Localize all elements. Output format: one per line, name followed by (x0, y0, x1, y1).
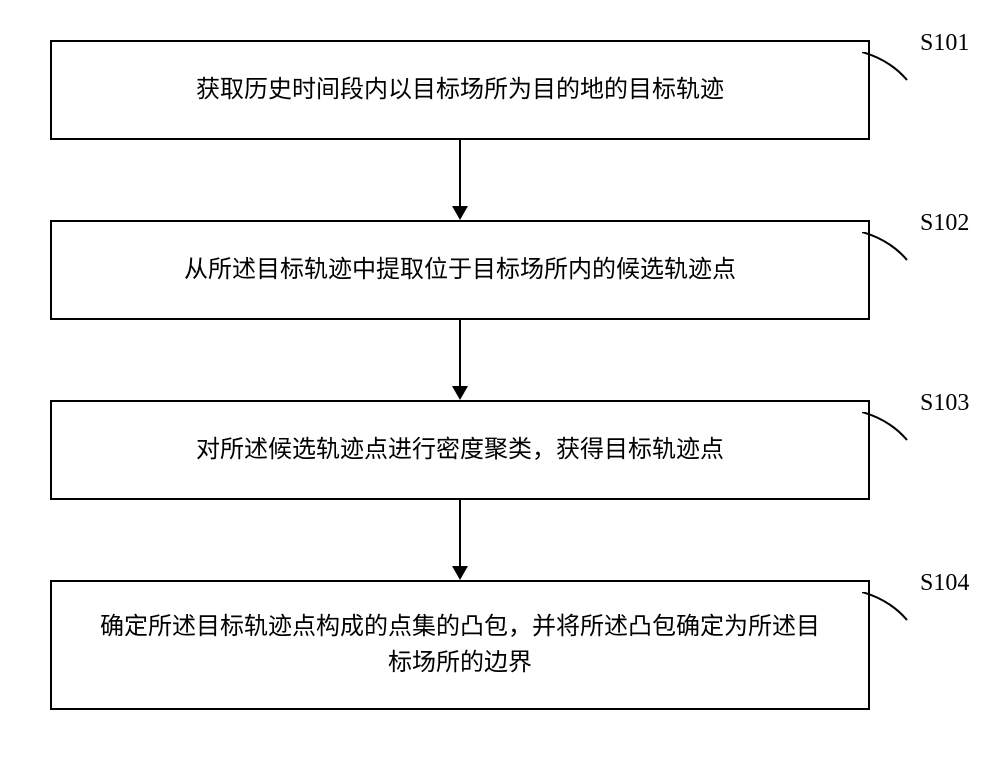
step-label-s101: S101 (920, 30, 969, 57)
step-text-s103: 对所述候选轨迹点进行密度聚类，获得目标轨迹点 (196, 432, 724, 468)
step-text-s104: 确定所述目标轨迹点构成的点集的凸包，并将所述凸包确定为所述目标场所的边界 (90, 609, 830, 681)
step-label-s104: S104 (920, 570, 969, 597)
step-box-s104: 确定所述目标轨迹点构成的点集的凸包，并将所述凸包确定为所述目标场所的边界 (50, 580, 870, 710)
label-connector-s101 (862, 52, 922, 92)
label-connector-s102 (862, 232, 922, 272)
step-text-s102: 从所述目标轨迹中提取位于目标场所内的候选轨迹点 (184, 252, 736, 288)
step-box-s103: 对所述候选轨迹点进行密度聚类，获得目标轨迹点 (50, 400, 870, 500)
label-connector-s103 (862, 412, 922, 452)
flowchart-canvas: 获取历史时间段内以目标场所为目的地的目标轨迹 S101 从所述目标轨迹中提取位于… (0, 0, 1000, 768)
arrow-2 (452, 320, 468, 400)
arrow-1 (452, 140, 468, 220)
step-label-s102: S102 (920, 210, 969, 237)
step-box-s102: 从所述目标轨迹中提取位于目标场所内的候选轨迹点 (50, 220, 870, 320)
label-connector-s104 (862, 592, 922, 632)
arrow-3 (452, 500, 468, 580)
step-box-s101: 获取历史时间段内以目标场所为目的地的目标轨迹 (50, 40, 870, 140)
step-text-s101: 获取历史时间段内以目标场所为目的地的目标轨迹 (196, 72, 724, 108)
step-label-s103: S103 (920, 390, 969, 417)
